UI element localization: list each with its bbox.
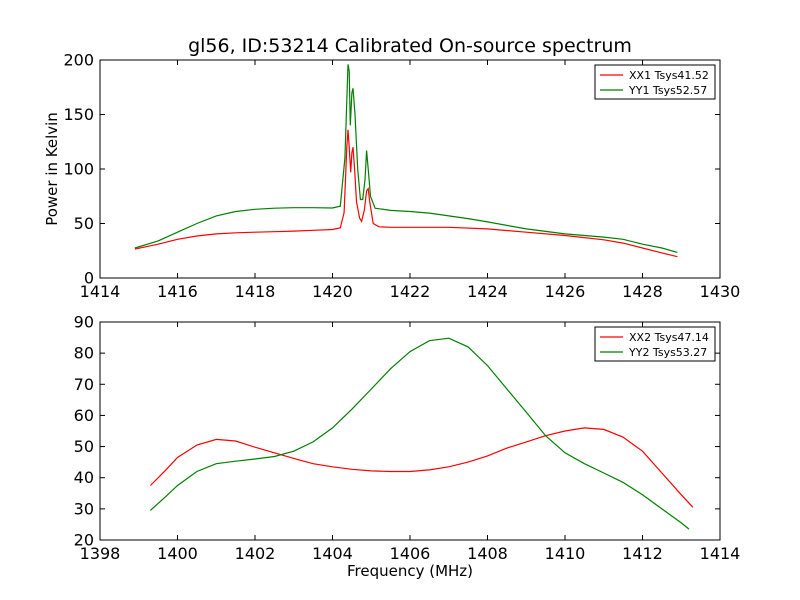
y-tick-label: 20	[74, 531, 94, 550]
series-line-yy	[134, 64, 678, 253]
legend-label: YY1 Tsys52.57	[628, 84, 707, 97]
x-axis-label: Frequency (MHz)	[347, 562, 473, 580]
legend-label: YY2 Tsys53.27	[628, 346, 707, 359]
legend-box	[594, 326, 716, 362]
x-tick-label: 1412	[622, 544, 663, 563]
top-panel: 1414 1416 1418 1420 1422 1424 1426 1428 1430 0 50 1…	[63, 51, 740, 302]
y-tick-label: 50	[74, 437, 94, 456]
y-tick-label: 0	[84, 269, 94, 288]
x-tick-label: 1422	[390, 282, 431, 301]
y-tick-label: 40	[74, 468, 94, 487]
y-tick-label: 70	[74, 375, 94, 394]
legend-label: XX1 Tsys41.52	[629, 69, 709, 82]
y-tick-label: 200	[63, 51, 94, 70]
y-tick-label: 150	[63, 105, 94, 124]
y-tick-label: 30	[74, 499, 94, 518]
series-line-yy	[149, 337, 690, 530]
series-line-xx	[149, 427, 694, 508]
x-tick-label: 1428	[622, 282, 663, 301]
y-tick-label: 100	[63, 160, 94, 179]
y-tick-label: 50	[74, 214, 94, 233]
x-tick-label: 1426	[545, 282, 586, 301]
y-tick-label: 90	[74, 313, 94, 332]
bottom-panel: 1398 1400 1402 1404 1406 1408 1410 1412 1414 20 30…	[74, 313, 741, 564]
x-tick-label: 1400	[157, 544, 198, 563]
x-tick-label: 1418	[235, 282, 276, 301]
x-tick-label: 1406	[390, 544, 431, 563]
x-tick-label: 1410	[545, 544, 586, 563]
x-tick-label: 1416	[157, 282, 198, 301]
y-tick-label: 60	[74, 406, 94, 425]
x-tick-label: 1398	[80, 544, 121, 563]
x-tick-label: 1430	[700, 282, 741, 301]
y-axis-label: Power in Kelvin	[43, 112, 61, 226]
x-tick-label: 1404	[312, 544, 353, 563]
legend-box	[594, 64, 716, 100]
y-tick-label: 80	[74, 344, 94, 363]
series-line-xx	[134, 129, 678, 258]
x-tick-label: 1424	[467, 282, 508, 301]
chart-title: gl56, ID:53214 Calibrated On-source spec…	[188, 35, 632, 57]
x-tick-label: 1420	[312, 282, 353, 301]
x-tick-label: 1414	[700, 544, 741, 563]
x-tick-label: 1414	[80, 282, 121, 301]
legend-label: XX2 Tsys47.14	[629, 331, 709, 344]
x-tick-label: 1408	[467, 544, 508, 563]
x-tick-label: 1402	[235, 544, 276, 563]
